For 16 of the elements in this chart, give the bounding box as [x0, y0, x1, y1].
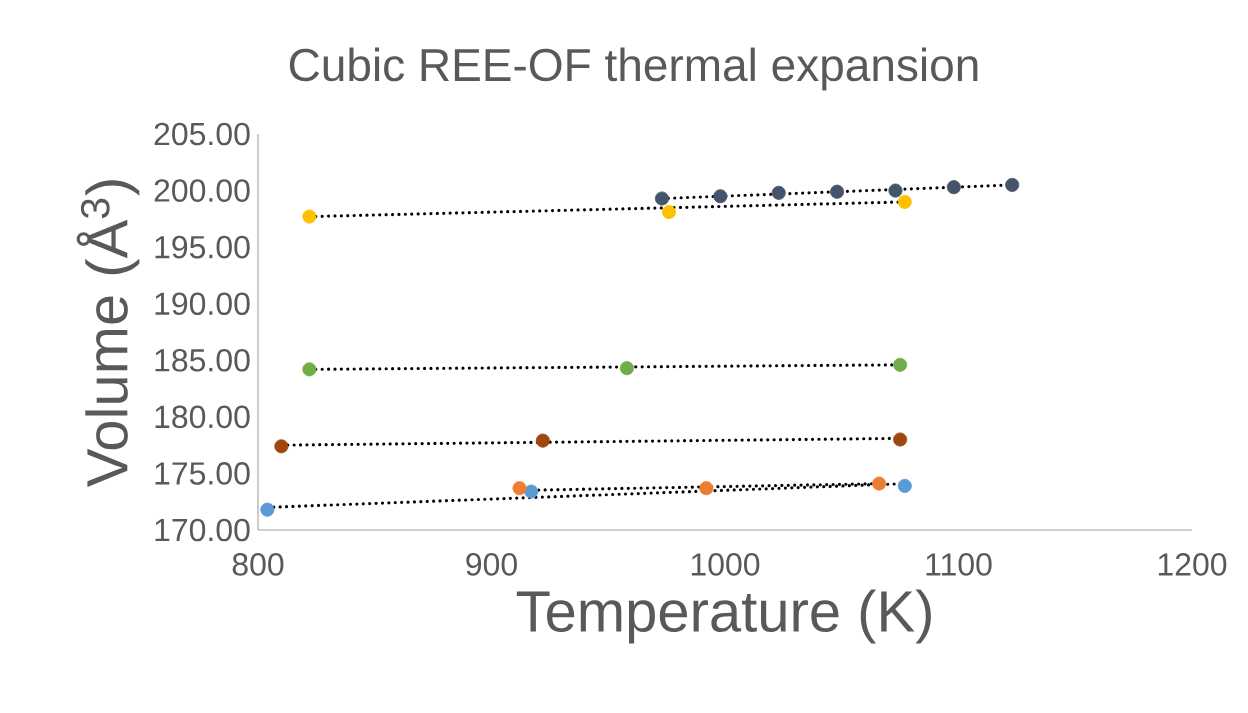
x-tick-label: 1000 [691, 553, 760, 576]
x-axis-title: Temperature (K) [516, 589, 931, 644]
y-tick-label: 200.00 [154, 179, 250, 202]
y-axis-title: Volume (Å$^{3}$) [76, 180, 140, 487]
y-tick-label: 195.00 [155, 235, 250, 259]
x-tick-label: 1200 [1158, 553, 1227, 576]
y-tick-label: 185.00 [155, 348, 250, 372]
chart-title: Cubic REE-OF thermal expansion [289, 47, 978, 91]
x-tick-label: 1100 [926, 553, 992, 576]
y-tick-label: 175.00 [155, 462, 250, 485]
y-tick-label: 205.00 [154, 122, 250, 146]
y-tick-label: 190.00 [155, 292, 250, 316]
y-tick-label: 170.00 [155, 518, 250, 542]
x-tick-label: 800 [232, 553, 284, 576]
x-tick-label: 900 [466, 553, 517, 576]
y-tick-label: 180.00 [155, 405, 250, 429]
